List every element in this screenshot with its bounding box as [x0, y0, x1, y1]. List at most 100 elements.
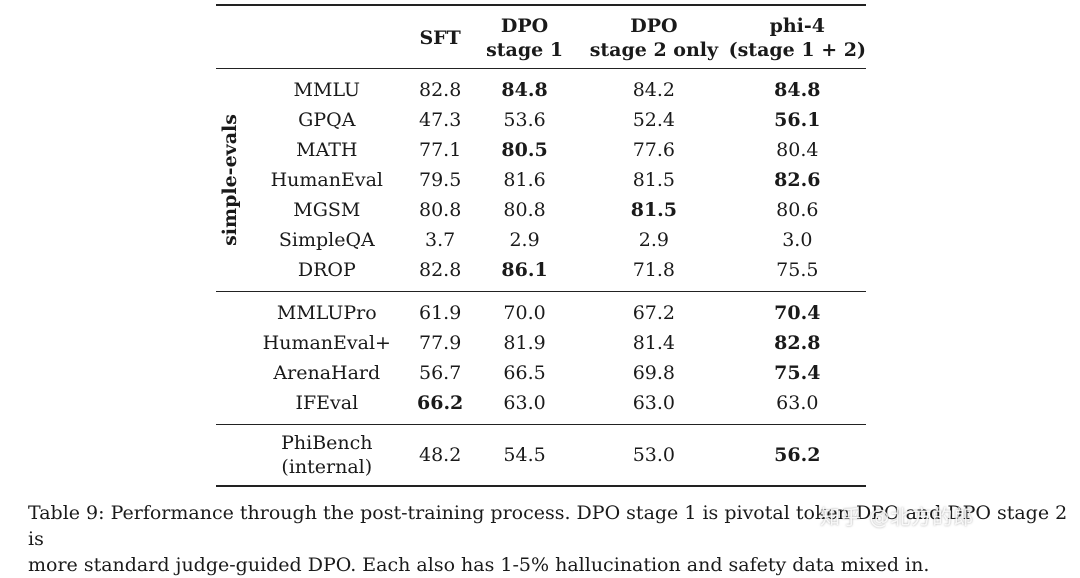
table-row: PhiBench (internal) 48.2 54.5 53.0 56.2 [216, 424, 866, 487]
cell-phi4: 56.2 [774, 444, 821, 466]
cell-dpo1: 2.9 [509, 229, 540, 251]
header-empty-group [216, 5, 243, 69]
group-empty [216, 388, 243, 425]
header-dpo-stage1-line2: stage 1 [486, 39, 564, 61]
cell-dpo1: 84.8 [501, 79, 548, 101]
cell-phi4: 82.6 [774, 169, 821, 191]
bench-name: MGSM [293, 199, 361, 221]
table-row: HumanEval 79.5 81.6 81.5 82.6 [216, 165, 866, 195]
cell-dpo2: 53.0 [632, 444, 676, 466]
bench-name: ArenaHard [273, 362, 381, 384]
group-simple-evals: simple-evals MMLU 82.8 84.8 84.2 84.8 GP… [216, 68, 866, 292]
cell-sft: 82.8 [418, 79, 462, 101]
group-empty [216, 425, 243, 487]
bench-name: MATH [296, 139, 358, 161]
cell-dpo1: 63.0 [503, 392, 546, 414]
cell-dpo1: 54.5 [503, 444, 546, 466]
table-row: DROP 82.8 86.1 71.8 75.5 [216, 255, 866, 292]
table-caption: Table 9: Performance through the post-tr… [28, 500, 1068, 578]
table-row: IFEval 66.2 63.0 63.0 63.0 [216, 388, 866, 425]
cell-dpo1: 81.9 [503, 332, 546, 354]
cell-phi4: 82.8 [774, 332, 821, 354]
cell-dpo1: 66.5 [503, 362, 546, 384]
group-empty [216, 292, 243, 329]
group-label-simple-evals: simple-evals [218, 114, 241, 246]
cell-dpo2: 81.5 [632, 169, 676, 191]
table-row: HumanEval+ 77.9 81.9 81.4 82.8 [216, 328, 866, 358]
bench-name: SimpleQA [278, 229, 375, 251]
cell-phi4: 84.8 [774, 79, 821, 101]
table-row: MGSM 80.8 80.8 81.5 80.6 [216, 195, 866, 225]
header-phi4: phi-4 (stage 1 + 2) [729, 5, 866, 69]
table-header-row: SFT DPO stage 1 DPO stage 2 only phi-4 (… [216, 5, 866, 69]
cell-phi4: 80.6 [776, 199, 819, 221]
table-row: simple-evals MMLU 82.8 84.8 84.2 84.8 [216, 68, 866, 246]
cell-sft: 77.9 [418, 332, 462, 354]
header-dpo-stage2-line2: stage 2 only [589, 39, 719, 61]
bench-name: HumanEval+ [262, 332, 391, 354]
header-phi4-line1: phi-4 [769, 15, 826, 37]
cell-dpo2: 2.9 [638, 229, 669, 251]
header-sft: SFT [419, 26, 461, 49]
bench-name: DROP [297, 259, 356, 281]
bench-name: IFEval [295, 392, 359, 414]
bench-name-line1: PhiBench [281, 432, 373, 454]
header-dpo-stage2: DPO stage 2 only [579, 5, 728, 69]
header-dpo-stage2-line1: DPO [630, 15, 678, 37]
bench-name: PhiBench (internal) [243, 425, 410, 487]
header-dpo-stage1: DPO stage 1 [470, 5, 579, 69]
cell-dpo2: 67.2 [632, 302, 676, 324]
header-phi4-line2: (stage 1 + 2) [728, 39, 866, 61]
table-row: ArenaHard 56.7 66.5 69.8 75.4 [216, 358, 866, 388]
group-empty [216, 358, 243, 388]
group-other-evals: MMLUPro 61.9 70.0 67.2 70.4 HumanEval+ 7… [216, 291, 866, 425]
cell-phi4: 70.4 [774, 302, 821, 324]
cell-sft: 80.8 [418, 199, 462, 221]
cell-dpo2: 63.0 [632, 392, 676, 414]
cell-dpo2: 84.2 [632, 79, 676, 101]
cell-sft: 61.9 [418, 302, 462, 324]
table-row: MMLUPro 61.9 70.0 67.2 70.4 [216, 291, 866, 329]
group-empty [216, 328, 243, 358]
cell-sft: 66.2 [417, 392, 464, 414]
cell-dpo2: 81.5 [630, 199, 678, 221]
bench-name: MMLUPro [276, 302, 377, 324]
bench-name: HumanEval [270, 169, 383, 191]
cell-sft: 77.1 [418, 139, 462, 161]
cell-sft: 48.2 [418, 444, 462, 466]
cell-dpo2: 69.8 [632, 362, 676, 384]
header-empty-bench [243, 5, 410, 69]
cell-sft: 79.5 [418, 169, 462, 191]
results-table: SFT DPO stage 1 DPO stage 2 only phi-4 (… [216, 4, 866, 487]
table-row: GPQA 47.3 53.6 52.4 56.1 [216, 105, 866, 135]
cell-phi4: 75.5 [776, 259, 819, 281]
cell-dpo1: 86.1 [501, 259, 548, 281]
cell-sft: 47.3 [418, 109, 462, 131]
group-internal: PhiBench (internal) 48.2 54.5 53.0 56.2 [216, 424, 866, 487]
bench-name: MMLU [293, 79, 361, 101]
table-row: SimpleQA 3.7 2.9 2.9 3.0 [216, 225, 866, 255]
cell-phi4: 56.1 [774, 109, 821, 131]
group-label-cell: simple-evals [216, 69, 243, 292]
cell-phi4: 63.0 [776, 392, 819, 414]
cell-sft: 3.7 [425, 229, 456, 251]
results-table-container: SFT DPO stage 1 DPO stage 2 only phi-4 (… [216, 4, 866, 487]
cell-dpo1: 80.5 [501, 139, 548, 161]
cell-phi4: 3.0 [782, 229, 813, 251]
cell-dpo1: 70.0 [503, 302, 546, 324]
cell-sft: 56.7 [418, 362, 462, 384]
cell-sft: 82.8 [418, 259, 462, 281]
bench-name: GPQA [298, 109, 356, 131]
table-row: MATH 77.1 80.5 77.6 80.4 [216, 135, 866, 165]
cell-phi4: 80.4 [776, 139, 819, 161]
cell-dpo1: 53.6 [503, 109, 546, 131]
cell-dpo2: 81.4 [632, 332, 676, 354]
cell-phi4: 75.4 [774, 362, 821, 384]
cell-dpo2: 71.8 [632, 259, 676, 281]
cell-dpo2: 77.6 [632, 139, 676, 161]
header-dpo-stage1-line1: DPO [500, 15, 549, 37]
cell-dpo1: 80.8 [503, 199, 546, 221]
cell-dpo2: 52.4 [632, 109, 676, 131]
caption-line-1: Table 9: Performance through the post-tr… [28, 502, 1068, 550]
cell-dpo1: 81.6 [503, 169, 546, 191]
